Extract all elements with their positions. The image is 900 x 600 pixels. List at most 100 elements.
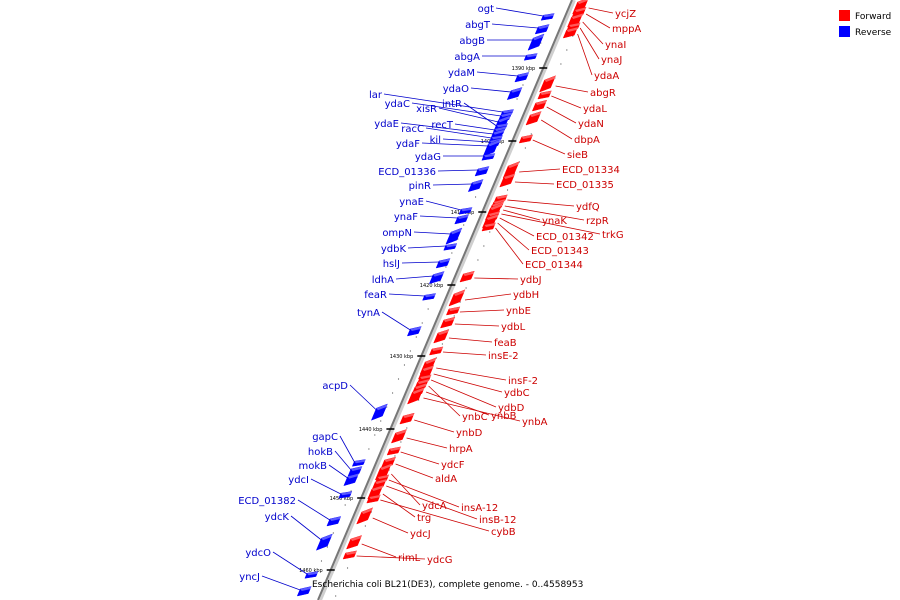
reverse-gene-label[interactable]: acpD xyxy=(322,381,348,392)
reverse-gene-label[interactable]: abgB xyxy=(459,36,485,47)
forward-gene-label[interactable]: insB-12 xyxy=(479,515,517,526)
reverse-gene-block[interactable] xyxy=(534,24,551,35)
reverse-gene-label[interactable]: ldhA xyxy=(372,275,394,286)
forward-gene-block[interactable] xyxy=(366,494,382,504)
forward-gene-block[interactable] xyxy=(440,316,457,329)
forward-gene-label[interactable]: ECD_01335 xyxy=(556,180,614,191)
forward-gene-label[interactable]: ydbJ xyxy=(520,275,542,286)
forward-gene-label[interactable]: ydbL xyxy=(501,322,526,333)
forward-gene-label[interactable]: ydcG xyxy=(427,555,453,566)
reverse-gene-label[interactable]: ydcO xyxy=(245,548,271,559)
reverse-gene-block[interactable] xyxy=(422,293,438,301)
forward-gene-block[interactable] xyxy=(342,550,359,560)
forward-gene-label[interactable]: cybB xyxy=(491,527,516,538)
forward-gene-label[interactable]: ydcJ xyxy=(410,529,431,540)
reverse-gene-label[interactable]: abgT xyxy=(465,20,491,31)
forward-gene-block[interactable] xyxy=(356,507,375,525)
reverse-gene-label[interactable]: ydaF xyxy=(396,139,420,150)
forward-gene-block[interactable] xyxy=(562,26,580,39)
reverse-gene-block[interactable] xyxy=(296,586,313,597)
reverse-gene-label[interactable]: mokB xyxy=(298,461,327,472)
forward-gene-block[interactable] xyxy=(571,6,588,19)
forward-gene-block[interactable] xyxy=(429,346,445,356)
reverse-gene-label[interactable]: ydbK xyxy=(381,244,407,255)
forward-gene-block[interactable] xyxy=(481,222,497,232)
forward-gene-block[interactable] xyxy=(371,478,388,491)
reverse-gene-block[interactable] xyxy=(445,227,464,245)
reverse-gene-label[interactable]: lar xyxy=(369,90,383,101)
forward-gene-label[interactable]: ydbD xyxy=(498,403,525,414)
forward-gene-block[interactable] xyxy=(390,429,409,444)
reverse-gene-block[interactable] xyxy=(454,214,471,225)
reverse-gene-label[interactable]: ECD_01382 xyxy=(238,496,296,507)
reverse-gene-block[interactable] xyxy=(481,153,497,161)
reverse-gene-label[interactable]: ompN xyxy=(382,228,412,239)
forward-gene-label[interactable]: ynbE xyxy=(506,306,531,317)
reverse-gene-block[interactable] xyxy=(315,533,334,551)
forward-gene-block[interactable] xyxy=(386,446,403,456)
reverse-gene-label[interactable]: recT xyxy=(431,120,454,131)
forward-gene-block[interactable] xyxy=(399,412,416,425)
reverse-gene-label[interactable]: racC xyxy=(401,124,424,135)
forward-gene-label[interactable]: ynbB xyxy=(491,411,517,422)
forward-gene-block[interactable] xyxy=(380,456,398,469)
forward-gene-label[interactable]: trkG xyxy=(602,230,624,241)
forward-gene-block[interactable] xyxy=(448,289,467,307)
forward-gene-label[interactable]: ydbC xyxy=(504,388,530,399)
reverse-gene-label[interactable]: feaR xyxy=(364,290,387,301)
forward-gene-label[interactable]: sieB xyxy=(567,150,588,161)
reverse-gene-block[interactable] xyxy=(482,139,501,157)
reverse-gene-label[interactable]: yncJ xyxy=(239,572,260,583)
reverse-gene-block[interactable] xyxy=(474,166,491,177)
forward-gene-label[interactable]: aldA xyxy=(435,474,457,485)
reverse-gene-label[interactable]: pinR xyxy=(409,181,431,192)
reverse-gene-label[interactable]: xisR xyxy=(416,104,437,115)
reverse-gene-label[interactable]: ydcI xyxy=(288,475,309,486)
reverse-gene-label[interactable]: hokB xyxy=(308,447,333,458)
reverse-gene-label[interactable]: ydcK xyxy=(265,512,290,523)
reverse-gene-label[interactable]: ynaF xyxy=(394,212,418,223)
forward-gene-block[interactable] xyxy=(445,306,462,316)
reverse-gene-label[interactable]: ynaE xyxy=(399,197,424,208)
forward-gene-label[interactable]: ynaK xyxy=(542,216,567,227)
forward-gene-label[interactable]: ynbA xyxy=(522,417,548,428)
forward-gene-label[interactable]: ECD_01344 xyxy=(525,260,583,271)
forward-gene-label[interactable]: ydcF xyxy=(441,460,465,471)
forward-gene-label[interactable]: ECD_01334 xyxy=(562,165,620,176)
reverse-gene-block[interactable] xyxy=(514,72,531,83)
forward-gene-label[interactable]: ynaJ xyxy=(601,55,622,66)
forward-gene-label[interactable]: ydaA xyxy=(594,71,619,82)
forward-gene-label[interactable]: ydbH xyxy=(513,290,539,301)
reverse-gene-block[interactable] xyxy=(467,179,485,193)
reverse-gene-label[interactable]: kil xyxy=(430,135,441,146)
reverse-gene-block[interactable] xyxy=(435,258,452,269)
reverse-gene-block[interactable] xyxy=(370,403,389,421)
forward-gene-label[interactable]: hrpA xyxy=(449,444,473,455)
reverse-gene-block[interactable] xyxy=(304,571,320,579)
forward-gene-label[interactable]: mppA xyxy=(612,24,641,35)
forward-gene-label[interactable]: feaB xyxy=(494,338,517,349)
forward-gene-label[interactable]: ECD_01342 xyxy=(536,232,594,243)
reverse-gene-label[interactable]: tynA xyxy=(357,308,380,319)
forward-gene-label[interactable]: abgR xyxy=(590,88,616,99)
forward-gene-block[interactable] xyxy=(518,134,535,144)
forward-gene-block[interactable] xyxy=(525,111,543,126)
forward-gene-label[interactable]: ydfQ xyxy=(576,202,600,213)
reverse-gene-label[interactable]: intR xyxy=(442,99,462,110)
reverse-gene-block[interactable] xyxy=(540,13,556,21)
reverse-gene-block[interactable] xyxy=(351,459,367,467)
forward-gene-block[interactable] xyxy=(539,75,558,93)
reverse-gene-block[interactable] xyxy=(506,87,524,101)
reverse-gene-block[interactable] xyxy=(458,207,474,215)
reverse-gene-block[interactable] xyxy=(527,33,546,51)
reverse-gene-block[interactable] xyxy=(406,326,423,337)
reverse-gene-label[interactable]: ydaO xyxy=(443,84,469,95)
forward-gene-block[interactable] xyxy=(433,329,451,344)
reverse-gene-label[interactable]: ydaM xyxy=(448,68,475,79)
forward-gene-label[interactable]: rzpR xyxy=(586,216,609,227)
reverse-gene-label[interactable]: ydaC xyxy=(385,99,410,110)
forward-gene-label[interactable]: insE-2 xyxy=(488,351,519,362)
reverse-gene-label[interactable]: abgA xyxy=(454,52,480,63)
forward-gene-label[interactable]: trg xyxy=(417,513,431,524)
reverse-gene-label[interactable]: gapC xyxy=(312,432,338,443)
